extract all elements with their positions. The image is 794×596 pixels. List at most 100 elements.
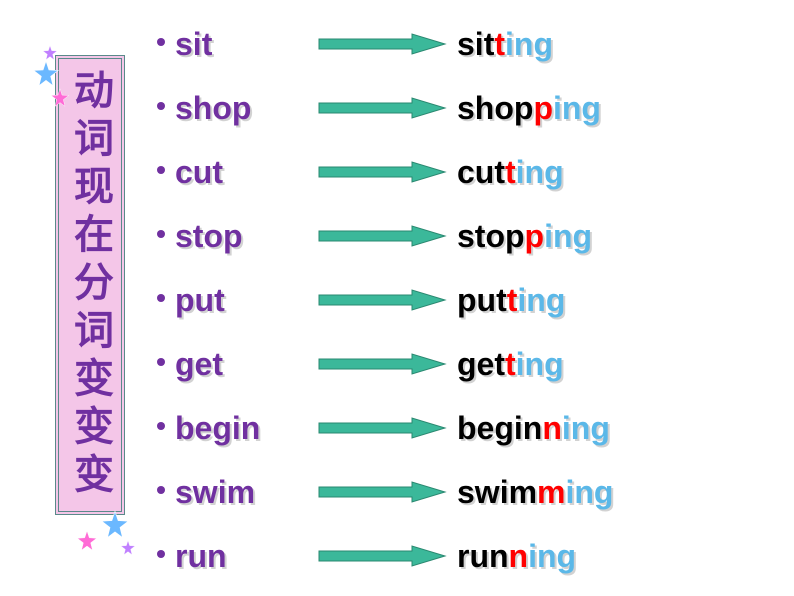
- word-part-red: n: [509, 538, 529, 574]
- word-part-red: t: [494, 26, 505, 62]
- arrow-icon: [317, 32, 447, 56]
- arrow-icon: [317, 160, 447, 184]
- arrow-icon: [317, 352, 447, 376]
- result-word: running: [457, 538, 576, 575]
- word-part-black: run: [457, 538, 509, 574]
- star-icon: [120, 540, 136, 556]
- base-word: run: [157, 538, 307, 575]
- base-text: put: [175, 282, 225, 318]
- base-text: stop: [175, 218, 243, 254]
- word-part-red: t: [505, 346, 516, 382]
- arrow-cell: [307, 96, 457, 120]
- bullet-icon: [157, 294, 165, 302]
- base-text: shop: [175, 90, 251, 126]
- bullet-icon: [157, 486, 165, 494]
- word-row: begin beginning: [157, 396, 777, 460]
- arrow-cell: [307, 32, 457, 56]
- word-part-black: stop: [457, 218, 525, 254]
- sidebar-title: 动词现在分词变变变: [61, 69, 119, 501]
- result-word: shopping: [457, 90, 601, 127]
- star-icon: [50, 88, 70, 108]
- bullet-icon: [157, 358, 165, 366]
- star-icon: [42, 45, 58, 61]
- base-text: cut: [175, 154, 223, 190]
- word-part-red: t: [505, 154, 516, 190]
- base-word: swim: [157, 474, 307, 511]
- arrow-icon: [317, 416, 447, 440]
- word-list: sit sittingshop shoppingcut cuttingstop …: [157, 12, 777, 588]
- word-part-black: get: [457, 346, 505, 382]
- base-text: run: [175, 538, 227, 574]
- result-word: sitting: [457, 26, 553, 63]
- arrow-cell: [307, 416, 457, 440]
- bullet-icon: [157, 38, 165, 46]
- word-row: stop stopping: [157, 204, 777, 268]
- word-part-blue: ing: [517, 282, 565, 318]
- word-part-blue: ing: [516, 346, 564, 382]
- word-part-blue: ing: [516, 154, 564, 190]
- base-text: begin: [175, 410, 260, 446]
- arrow-cell: [307, 544, 457, 568]
- word-part-red: p: [525, 218, 545, 254]
- base-text: get: [175, 346, 223, 382]
- arrow-cell: [307, 288, 457, 312]
- star: [76, 530, 98, 557]
- word-row: swim swimming: [157, 460, 777, 524]
- word-part-blue: ing: [505, 26, 553, 62]
- bullet-icon: [157, 550, 165, 558]
- base-word: get: [157, 346, 307, 383]
- star-icon: [100, 510, 130, 540]
- word-row: get getting: [157, 332, 777, 396]
- star: [42, 45, 58, 66]
- base-text: swim: [175, 474, 255, 510]
- base-word: stop: [157, 218, 307, 255]
- word-part-black: sit: [457, 26, 494, 62]
- bullet-icon: [157, 230, 165, 238]
- word-row: put putting: [157, 268, 777, 332]
- arrow-icon: [317, 96, 447, 120]
- arrow-icon: [317, 288, 447, 312]
- word-part-red: p: [533, 90, 553, 126]
- bullet-icon: [157, 102, 165, 110]
- result-word: cutting: [457, 154, 564, 191]
- word-part-black: put: [457, 282, 507, 318]
- star: [50, 88, 70, 113]
- arrow-cell: [307, 352, 457, 376]
- word-part-blue: ing: [565, 474, 613, 510]
- word-part-black: swim: [457, 474, 537, 510]
- word-row: shop shopping: [157, 76, 777, 140]
- base-text: sit: [175, 26, 212, 62]
- star-icon: [76, 530, 98, 552]
- word-row: sit sitting: [157, 12, 777, 76]
- arrow-cell: [307, 224, 457, 248]
- result-word: putting: [457, 282, 565, 319]
- arrow-icon: [317, 224, 447, 248]
- word-part-red: n: [542, 410, 562, 446]
- word-part-red: m: [537, 474, 565, 510]
- result-word: stopping: [457, 218, 592, 255]
- result-word: getting: [457, 346, 564, 383]
- result-word: swimming: [457, 474, 613, 511]
- word-part-black: cut: [457, 154, 505, 190]
- arrow-icon: [317, 544, 447, 568]
- bullet-icon: [157, 422, 165, 430]
- bullet-icon: [157, 166, 165, 174]
- word-part-black: begin: [457, 410, 542, 446]
- word-row: cut cutting: [157, 140, 777, 204]
- arrow-cell: [307, 160, 457, 184]
- sidebar-panel: 动词现在分词变变变: [55, 55, 125, 515]
- base-word: begin: [157, 410, 307, 447]
- result-word: beginning: [457, 410, 610, 447]
- word-part-blue: ing: [528, 538, 576, 574]
- arrow-cell: [307, 480, 457, 504]
- arrow-icon: [317, 480, 447, 504]
- word-part-red: t: [507, 282, 518, 318]
- base-word: put: [157, 282, 307, 319]
- base-word: cut: [157, 154, 307, 191]
- base-word: sit: [157, 26, 307, 63]
- word-row: run running: [157, 524, 777, 588]
- base-word: shop: [157, 90, 307, 127]
- star: [120, 540, 136, 561]
- word-part-blue: ing: [544, 218, 592, 254]
- word-part-black: shop: [457, 90, 533, 126]
